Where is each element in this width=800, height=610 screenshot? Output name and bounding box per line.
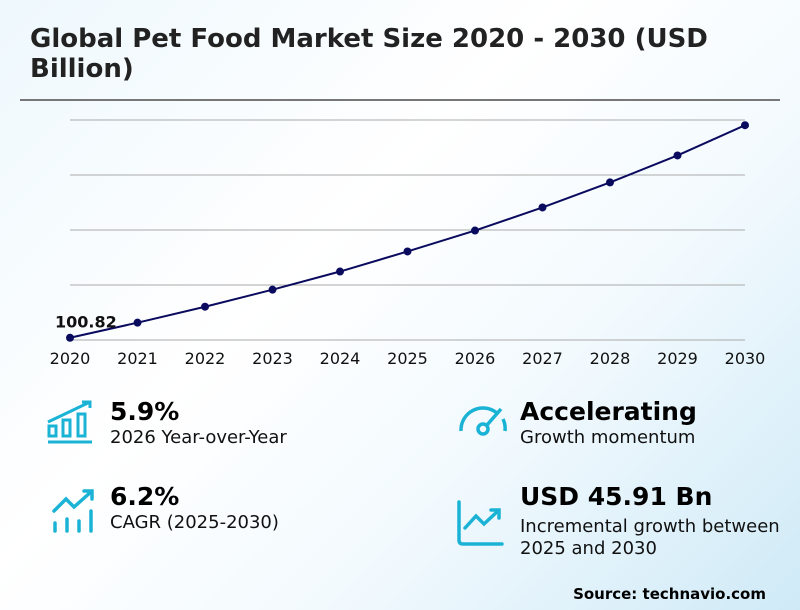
kpi-momentum: Accelerating Growth momentum [520, 397, 697, 449]
data-point [133, 318, 142, 327]
x-tick-label: 2026 [455, 349, 496, 368]
speedometer-icon [457, 405, 509, 443]
x-tick-label: 2023 [252, 349, 293, 368]
x-tick-label: 2025 [387, 349, 428, 368]
kpi-value: USD 45.91 Bn [520, 482, 713, 511]
kpi-label: Growth momentum [520, 427, 696, 448]
data-point [471, 226, 479, 235]
x-tick-label: 2030 [725, 349, 766, 368]
kpi-value: 5.9% [110, 397, 180, 426]
data-point [673, 151, 682, 160]
kpi-label: Incremental growth between 2025 and 2030 [520, 516, 780, 559]
kpi-incremental: USD 45.91 Bn Incremental growth between … [520, 482, 780, 560]
x-tick-label: 2020 [50, 349, 91, 368]
kpi-cagr: 6.2% CAGR (2025-2030) [110, 482, 279, 534]
data-point [268, 285, 277, 294]
x-tick-label: 2021 [117, 349, 158, 368]
kpi-value: Accelerating [520, 397, 697, 426]
series-line [69, 124, 746, 339]
data-point [606, 178, 614, 187]
data-label: 100.82 [55, 313, 117, 332]
x-tick-label: 2029 [657, 349, 698, 368]
x-tick-label: 2024 [320, 349, 361, 368]
chart-title: Global Pet Food Market Size 2020 - 2030 … [30, 24, 708, 84]
kpi-value: 6.2% [110, 482, 180, 511]
source-note: Source: technavio.com [573, 585, 766, 603]
x-tick-label: 2022 [185, 349, 226, 368]
data-point [741, 121, 749, 130]
x-tick-label: 2027 [522, 349, 563, 368]
kpi-yoy: 5.9% 2026 Year-over-Year [110, 397, 287, 449]
title-divider [20, 99, 780, 101]
kpi-label: CAGR (2025-2030) [110, 512, 279, 533]
kpi-label: 2026 Year-over-Year [110, 427, 287, 448]
data-point [201, 302, 209, 311]
data-point [66, 333, 74, 342]
trend-up-bars-icon [52, 489, 98, 539]
line-chart-up-icon [456, 500, 506, 550]
bar-chart-growth-icon [46, 400, 94, 450]
data-point [336, 267, 344, 276]
x-tick-label: 2028 [590, 349, 631, 368]
line-chart: 2020 2021 2022 2023 2024 2025 2026 2027 2028 2029… [50, 119, 766, 368]
data-point [403, 247, 412, 256]
data-point [538, 203, 547, 212]
